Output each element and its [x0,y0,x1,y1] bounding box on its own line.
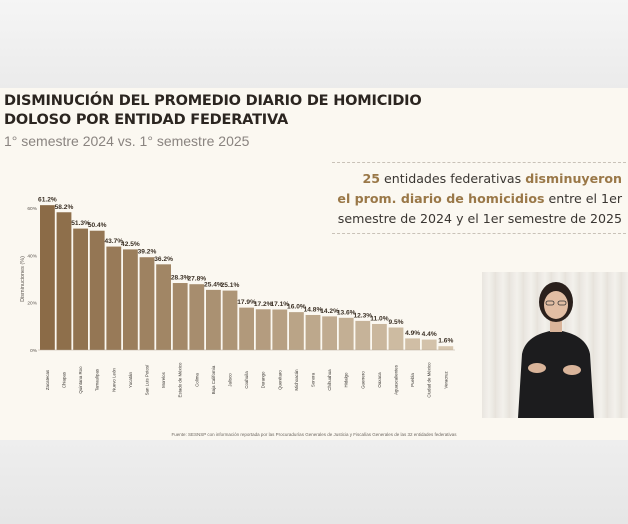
bar [73,228,88,350]
presenter-video [482,272,628,418]
x-tick-label: San Luis Potosí [145,364,150,396]
data-label: 12.3% [353,312,372,319]
bar [89,230,105,350]
data-label: 11.0% [370,315,388,322]
bar [106,246,122,350]
data-label: 9.5% [388,319,403,326]
y-tick-label: 0% [30,348,38,354]
x-tick-label: Yucatán [128,372,133,388]
y-tick-label: 20% [27,301,37,307]
bar [322,316,337,350]
bar [388,327,404,350]
bar [289,312,304,350]
video-frame-bottom [0,440,628,524]
x-tick-label: Hidalgo [344,372,349,387]
x-tick-label: Coahuila [244,371,249,389]
bar [338,317,354,350]
x-tick-label: Colima [194,373,199,387]
callout-number: 25 [362,171,381,186]
callout-highlight-1: disminuyeron [525,171,622,186]
data-label: 14.8% [304,306,323,313]
x-tick-label: Oaxaca [377,372,382,388]
bar [40,205,55,350]
summary-callout: 25 entidades federativas disminuyeron el… [332,162,626,234]
bar [438,346,454,350]
bar [255,309,271,350]
data-label: 61.2% [38,197,57,204]
x-tick-label: Jalisco [228,373,233,387]
data-label: 16.0% [287,304,306,311]
data-label: 50.4% [88,222,107,229]
chart-subtitle: 1° semestre 2024 vs. 1° semestre 2025 [4,133,250,149]
x-tick-label: Nuevo León [111,368,116,392]
bar [305,314,321,350]
data-label: 25.4% [204,281,223,288]
x-tick-label: Sonora [311,372,316,387]
x-tick-label: Durango [261,371,266,388]
bar [56,212,72,350]
data-label: 39.2% [138,249,157,256]
bar [123,249,138,350]
x-tick-label: Zacatecas [45,369,50,390]
bar [355,320,371,350]
data-label: 17.2% [254,301,273,308]
video-frame-top [0,0,628,88]
data-label: 28.3% [171,275,190,282]
x-tick-label: Guerrero [360,371,365,389]
y-tick-label: 60% [27,206,37,212]
bar [206,289,221,350]
bar [189,284,205,350]
data-label: 4.9% [405,330,420,337]
x-tick-label: Veracruz [443,371,448,388]
data-label: 43.7% [104,238,123,245]
data-label: 1.6% [438,338,453,345]
x-tick-label: Michoacán [294,369,299,391]
bar [239,307,254,350]
source-note: Fuente: SESNSP con información reportada… [171,432,457,437]
bar [139,257,155,350]
bar [372,323,387,350]
data-label: 51.3% [71,220,90,227]
title-line-2: DOLOSO POR ENTIDAD FEDERATIVA [4,112,289,128]
callout-text-1: entidades federativas [380,171,526,186]
title-line-1: DISMINUCIÓN DEL PROMEDIO DIARIO DE HOMIC… [4,93,422,109]
bar [172,283,188,350]
bar-chart: Disminuciones (%) 0% 20% 40% 60%61.2% Zacatec… [20,197,455,398]
callout-text-3: semestre de 2024 y el 1er semestre de 20… [337,211,622,226]
data-label: 25.1% [221,282,240,289]
x-tick-label: Chihuahua [327,369,332,391]
callout-highlight-2: el prom. diario de homicidios [337,191,545,206]
data-label: 4.4% [422,331,437,338]
x-tick-label: Chiapas [62,371,67,388]
data-label: 36.2% [154,256,173,263]
bar [405,338,420,350]
bar [222,290,238,350]
y-tick-label: 40% [27,253,37,259]
y-axis-label: Disminuciones (%) [20,256,26,302]
bar [272,309,288,350]
x-tick-label: Baja California [211,365,216,394]
x-tick-label: Aguascalientes [394,364,399,395]
x-tick-label: Puebla [410,373,415,387]
x-tick-label: Querétaro [277,370,282,390]
data-label: 58.2% [55,204,74,211]
x-tick-label: Quintana Roo [78,366,83,394]
callout-text-2: entre el 1er [544,191,622,206]
data-label: 13.6% [337,309,356,316]
presentation-slide: DISMINUCIÓN DEL PROMEDIO DIARIO DE HOMIC… [0,88,628,440]
data-label: 17.1% [270,301,289,308]
bar [156,264,171,350]
x-tick-label: Tamaulipas [95,368,100,391]
x-tick-label: Morelos [161,371,166,387]
x-tick-label: Ciudad de México [427,362,432,398]
data-label: 14.2% [320,308,339,315]
presenter-figure [518,282,594,418]
x-tick-label: Estado de México [178,362,183,397]
data-label: 42.5% [121,241,140,248]
data-label: 27.8% [187,276,206,283]
data-label: 17.9% [237,299,256,306]
chart-title: DISMINUCIÓN DEL PROMEDIO DIARIO DE HOMIC… [4,92,422,130]
bar [421,339,437,350]
